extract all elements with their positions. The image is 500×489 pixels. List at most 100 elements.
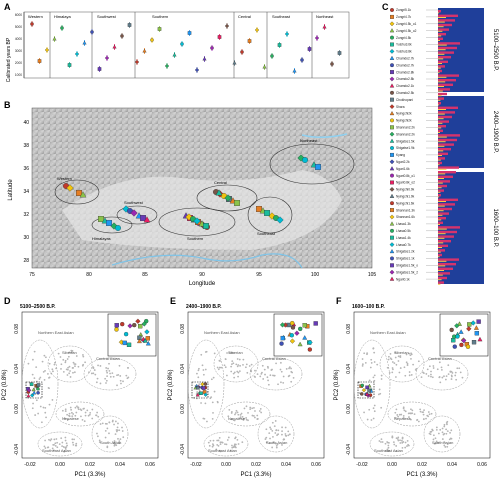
admix-component [438,161,442,165]
admix-component [438,148,451,151]
reference-point [71,438,74,441]
reference-point [443,375,445,378]
reference-point [430,430,433,433]
reference-point [212,412,214,414]
reference-point [227,436,230,439]
reference-point [37,412,40,415]
reference-point [251,414,254,417]
reference-point [414,368,417,371]
reference-point [218,366,221,369]
reference-point [253,406,255,409]
admix-component [438,49,446,51]
admix-component [438,145,445,147]
timeline-marker [104,55,110,61]
reference-point [425,417,427,420]
reference-point [43,379,46,381]
sample-marker [389,28,395,33]
reference-point [395,363,398,366]
reference-point [196,372,198,375]
inset-sample-point [122,340,127,346]
reference-point [292,376,295,379]
reference-point [216,439,219,442]
reference-point [256,418,259,420]
reference-point [217,368,220,371]
inset-sample-point [280,335,285,341]
reference-point [388,441,390,444]
population-ellipse [37,431,83,457]
inset-sample-point [136,338,142,344]
pca-f-period: 1600–100 B.P. [352,304,385,310]
reference-point [422,411,425,414]
ancient-sample-point [196,386,200,390]
reference-point [392,441,395,444]
population-ellipse [55,401,105,427]
reference-point [118,364,121,367]
timeline-marker [240,50,244,54]
admix-component [438,242,444,244]
reference-point [34,414,37,416]
reference-point [202,369,205,371]
reference-point [431,429,434,432]
admix-component [438,115,452,119]
timeline-ylabel: Calibrated years BP [6,37,12,82]
reference-point [250,363,253,366]
reference-point [373,379,376,382]
reference-point [108,421,111,424]
reference-point [92,367,95,370]
sample-name: Nyingchi0.9k [396,188,415,192]
map-site-marker [302,157,308,163]
admix-component [438,258,459,261]
inset-sample-point [307,347,312,352]
reference-point [99,382,102,385]
map-site-marker [234,200,240,206]
reference-point [373,361,376,363]
admix-component [438,79,456,82]
reference-point [230,370,233,373]
reference-point [217,439,220,442]
reference-point [230,363,233,366]
reference-point [412,363,415,366]
reference-point [218,359,221,362]
reference-point [72,361,75,364]
reference-point [427,411,430,413]
reference-point [120,382,122,385]
reference-point [387,446,390,449]
admix-component [438,194,441,197]
reference-point [236,411,239,414]
pca-plot-e: 2400–1900 B.P. Northern East Asian Siberi… [168,304,325,478]
reference-point [219,443,222,446]
pca-xtick: 0.00 [221,462,231,468]
reference-point [71,441,74,444]
reference-point [242,419,245,421]
inset-sample-point [307,339,313,346]
reference-point [402,406,405,409]
admix-component [438,178,444,179]
pca-xtick: 0.04 [281,462,291,468]
admix-component [438,23,452,27]
reference-point [404,441,407,444]
reference-point [260,411,263,414]
reference-point [430,370,432,373]
reference-point [213,390,216,393]
reference-point [57,352,60,355]
reference-point [221,441,224,444]
period-label-1: 5100–2500 B.P. [492,29,498,72]
panel-a: A Calibrated years BP 6000 5000 4000 300… [2,0,382,100]
reference-point [96,432,98,435]
reference-point [96,377,99,380]
timeline-marker [134,59,140,65]
map-xticks: 75 80 85 90 95 100 105 [29,272,376,278]
reference-point [435,428,438,431]
inset-sample-point [302,335,308,340]
reference-point [271,429,274,432]
inset-sample-point [114,323,119,328]
reference-point [399,367,402,369]
reference-point [377,393,380,396]
reference-point [231,418,234,421]
sample-name: Nyingchi2k [396,119,412,123]
inset-sample-point [452,344,457,349]
sample-name: Shannan1.6k [396,215,415,219]
reference-point [202,373,205,376]
population-ellipse [187,339,225,429]
reference-point [71,415,74,418]
